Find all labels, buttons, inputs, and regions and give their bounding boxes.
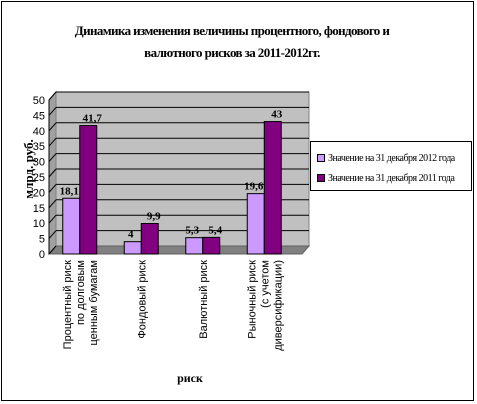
gridline-side (48, 230, 57, 239)
bar (202, 236, 221, 255)
legend-swatch-2011 (317, 174, 325, 182)
data-label: 18,1 (60, 185, 79, 197)
x-tick-label-line: (с учетом (259, 260, 271, 308)
gridline-side (48, 168, 57, 178)
bar (246, 193, 265, 255)
y-tick-label: 30 (33, 157, 45, 169)
gridline-side (48, 214, 57, 224)
y-axis-label-text: млрд. руб. (21, 139, 36, 199)
x-tick-label-line: Рыночный риск (246, 260, 258, 339)
y-tick-label: 5 (39, 234, 45, 246)
data-label: 9,9 (147, 211, 161, 223)
legend-label-2012: Значение на 31 декабря 2012 года (328, 152, 455, 164)
x-tick-label: Процентный рискпо долговымценным бумагам (62, 260, 100, 349)
x-tick-label-line: Процентный риск (62, 260, 74, 349)
gridline-side (48, 122, 57, 132)
gridline-side (48, 199, 57, 209)
gridline-side (48, 153, 57, 162)
legend-item-2011: Значение на 31 декабря 2011 года (317, 171, 455, 185)
bar (79, 125, 98, 255)
data-label: 43 (271, 109, 283, 121)
chart-title-line-2: валютного рисков за 2011-2012гг. (144, 45, 320, 60)
legend-item-2012: Значение на 31 декабря 2012 года (317, 151, 455, 165)
bar (140, 223, 159, 255)
y-tick-label: 20 (33, 187, 45, 199)
bar (123, 241, 142, 255)
y-tick-label: 15 (33, 203, 45, 215)
data-label: 41,7 (83, 113, 103, 125)
gridline-side (48, 107, 57, 116)
bar (185, 237, 204, 255)
gridline-side (48, 184, 57, 193)
y-tick-label: 40 (33, 126, 45, 138)
x-tick-label: Валютный риск (198, 260, 210, 339)
data-label: 5,3 (185, 225, 199, 237)
data-label: 5,4 (208, 224, 222, 236)
x-tick-label: Фондовый риск (136, 260, 148, 339)
data-label: 4 (128, 229, 134, 241)
x-tick-label: Рыночный риск(с учетомдиверсификации) (246, 260, 284, 351)
chart-title-line-1: Динамика изменения величины процентного,… (74, 23, 390, 38)
data-label: 19,6 (244, 181, 264, 193)
gridline-side (48, 137, 57, 147)
x-tick-label-line: диверсификации) (272, 260, 284, 351)
x-axis-label: риск (177, 371, 203, 385)
x-tick-label-line: Валютный риск (198, 260, 210, 339)
x-tick-label-line: ценным бумагам (88, 260, 100, 346)
y-tick-label: 10 (33, 218, 45, 230)
y-tick-label: 50 (33, 95, 45, 107)
legend-swatch-2012 (317, 154, 325, 162)
bar (263, 121, 282, 255)
y-tick-label: 0 (39, 249, 45, 261)
y-tick-label: 25 (33, 172, 45, 184)
y-tick-label: 45 (33, 110, 45, 122)
chart-legend: Значение на 31 декабря 2012 года Значени… (310, 141, 472, 191)
chart-title: Динамика изменения величины процентного,… (42, 20, 422, 64)
gridline-side (48, 245, 57, 255)
x-tick-label-line: по долговым (75, 260, 87, 325)
y-tick-label: 35 (33, 141, 45, 153)
x-tick-label-line: Фондовый риск (136, 260, 148, 339)
bar (62, 197, 81, 255)
gridline-side (48, 91, 57, 101)
legend-label-2011: Значение на 31 декабря 2011 года (328, 172, 455, 184)
